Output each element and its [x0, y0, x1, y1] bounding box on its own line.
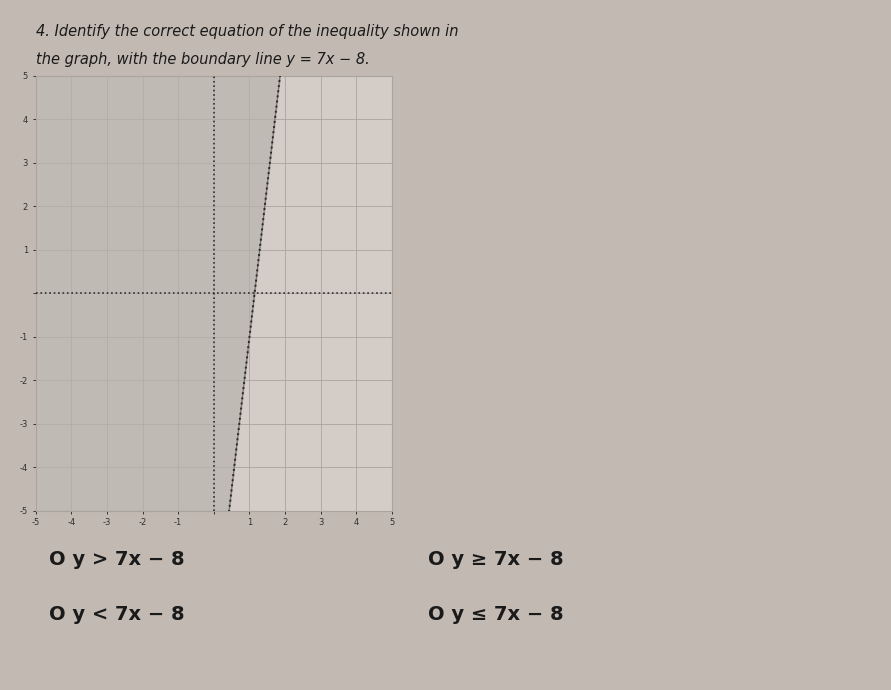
Text: 4. Identify the correct equation of the inequality shown in: 4. Identify the correct equation of the … — [36, 24, 458, 39]
Text: O y > 7x − 8: O y > 7x − 8 — [49, 550, 184, 569]
Text: O y ≥ 7x − 8: O y ≥ 7x − 8 — [428, 550, 563, 569]
Text: the graph, with the boundary line y = 7x − 8.: the graph, with the boundary line y = 7x… — [36, 52, 370, 67]
Text: O y ≤ 7x − 8: O y ≤ 7x − 8 — [428, 605, 563, 624]
Text: O y < 7x − 8: O y < 7x − 8 — [49, 605, 184, 624]
